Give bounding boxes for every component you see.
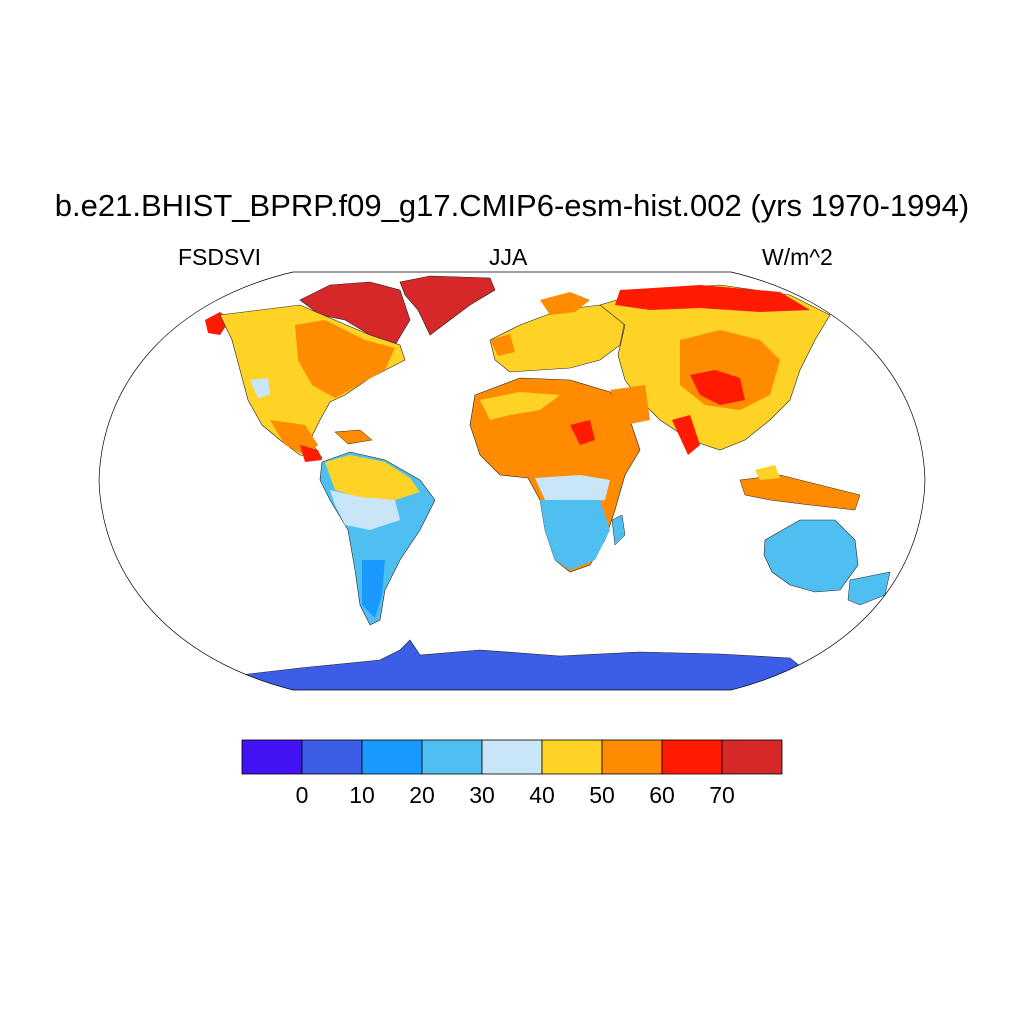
colorbar-swatch: [361, 739, 423, 775]
colorbar-swatch: [661, 739, 723, 775]
colorbar-tick-label: 60: [649, 782, 675, 808]
colorbar-swatch: [541, 739, 603, 775]
map-boundary: [98, 271, 926, 691]
colorbar-swatch: [301, 739, 363, 775]
plot-title: b.e21.BHIST_BPRP.f09_g17.CMIP6-esm-hist.…: [54, 188, 970, 223]
colorbar-tick-label: 50: [589, 782, 615, 808]
colorbar-tick-label: 10: [349, 782, 375, 808]
units-label: W/m^2: [762, 244, 833, 270]
antarctica-region: [198, 639, 831, 690]
colorbar-tick-label: 40: [529, 782, 555, 808]
colorbar-swatch: [601, 739, 663, 775]
colorbar-tick-label: 30: [469, 782, 495, 808]
australia-region: [763, 519, 859, 593]
season-label: JJA: [489, 244, 528, 270]
maritime-asia-region: [739, 474, 861, 511]
colorbar-swatch: [721, 739, 783, 775]
colorbar-tick-label: 20: [409, 782, 435, 808]
colorbar-tick-label: 0: [295, 782, 309, 808]
arctic-canada-region: [299, 281, 411, 346]
colorbar-tick-label: 70: [709, 782, 735, 808]
colorbar: [241, 739, 783, 775]
variable-label: FSDSVI: [178, 244, 262, 270]
greenland-region: [399, 275, 496, 336]
colorbar-swatch: [241, 739, 303, 775]
colorbar-swatch: [421, 739, 483, 775]
colorbar-swatch: [481, 739, 543, 775]
